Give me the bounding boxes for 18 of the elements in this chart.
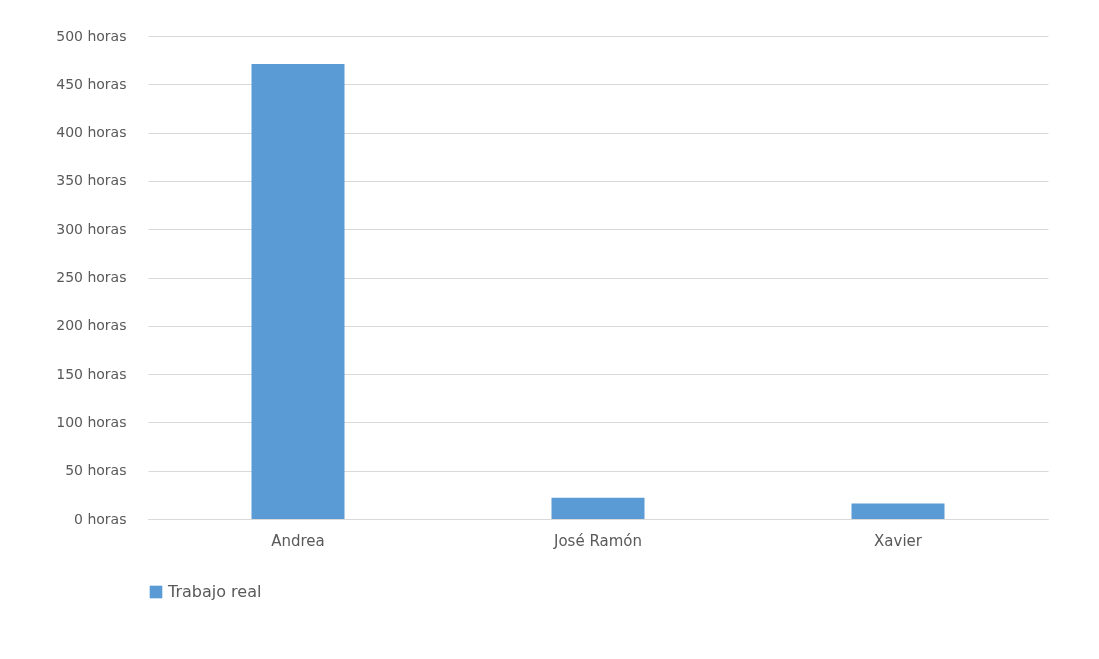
bar (851, 503, 945, 519)
y-tick-label: 0 horas (74, 510, 127, 527)
y-tick-label: 100 horas (56, 413, 127, 430)
y-tick-label: 350 horas (56, 172, 127, 189)
y-tick-label: 200 horas (56, 317, 127, 334)
y-tick-label: 450 horas (56, 75, 127, 92)
x-tick-label: Andrea (271, 531, 325, 550)
x-tick-label: Xavier (874, 531, 923, 550)
x-tick-label: José Ramón (553, 531, 642, 550)
bar (251, 64, 345, 519)
y-tick-label: 400 horas (56, 124, 127, 141)
y-tick-label: 50 horas (65, 462, 127, 479)
y-tick-label: 250 horas (56, 269, 127, 285)
bar (551, 497, 645, 519)
y-tick-label: 500 horas (56, 27, 127, 44)
legend-label: Trabajo real (167, 582, 262, 601)
y-tick-label: 300 horas (56, 220, 127, 237)
y-tick-label: 150 horas (56, 365, 127, 382)
